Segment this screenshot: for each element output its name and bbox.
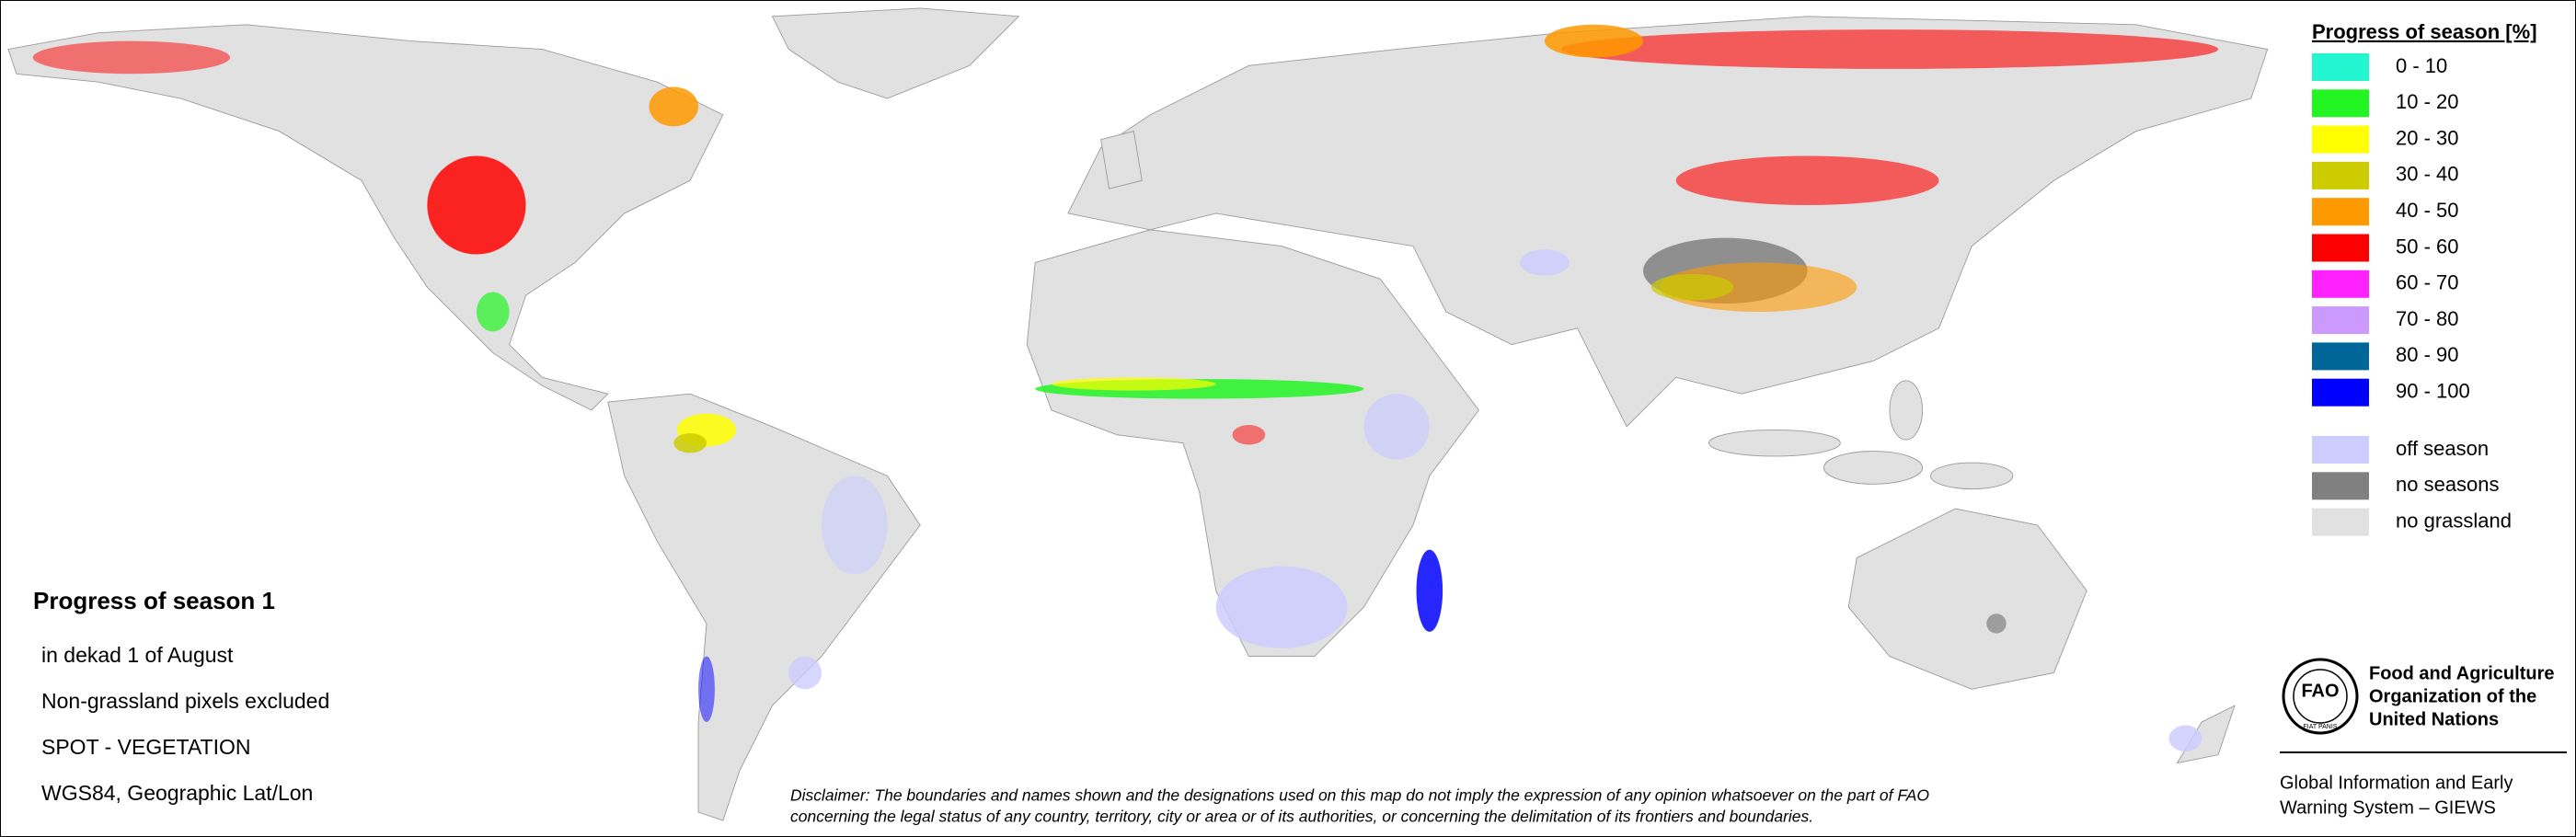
season-patch [1544,24,1643,58]
logo-ring [2282,658,2359,735]
legend-swatch [2312,436,2369,464]
landmass [1100,131,1143,189]
org-name: Food and Agriculture [2369,663,2554,683]
season-patch [1650,273,1734,301]
season-patch [1232,425,1266,445]
legend-label: 30 - 40 [2396,163,2459,186]
season-patch [1215,566,1348,648]
org-name: Organization of the [2369,686,2536,706]
disclaimer-line: Disclaimer: The boundaries and names sho… [790,786,1929,805]
info-title: Progress of season 1 [33,587,275,614]
logo-inner [2293,669,2348,724]
landmass [771,7,1020,99]
org-name: United Nations [2369,709,2499,729]
landmass [1067,16,2269,428]
fao-block: FAO FIAT PANIS Food and Agriculture Orga… [2280,658,2567,818]
legend-label: off season [2396,437,2489,460]
legend-label: 10 - 20 [2396,90,2459,113]
disclaimer-line: concerning the legal status of any count… [790,808,1813,826]
legend-label: 50 - 60 [2396,235,2459,258]
season-patch [822,476,888,575]
season-patch [427,155,526,255]
info-block: Progress of season 1 in dekad 1 of Augus… [33,587,329,805]
info-line: WGS84, Geographic Lat/Lon [41,781,313,805]
season-patch [1659,262,1857,312]
legend-label: 90 - 100 [2396,380,2470,403]
legend-swatch [2312,269,2369,298]
landmass [7,24,724,411]
legend-swatch [2312,89,2369,118]
legend-label: 70 - 80 [2396,307,2459,330]
logo-motto: FIAT PANIS [2304,724,2338,730]
legend-swatch [2312,53,2369,81]
legend-swatch [2312,198,2369,226]
legend-swatch [2312,306,2369,335]
legend-swatch [2312,125,2369,154]
system-name: Global Information and Early [2280,773,2513,793]
season-patch [673,432,707,453]
island [1889,380,1924,441]
season-patch [32,40,231,75]
season-patch [1560,29,2219,69]
legend-swatch [2312,234,2369,262]
legend-label: 40 - 50 [2396,199,2459,222]
legend: Progress of season [%] 0 - 10 10 - 20 20 -… [2312,20,2537,536]
legend-swatch [2312,472,2369,500]
legend-label: no seasons [2396,473,2500,496]
legend-label: 0 - 10 [2396,54,2447,77]
island [1708,429,1841,457]
season-patch [2168,725,2202,752]
island [1930,462,2014,490]
landmass [1847,508,2087,690]
legend-label: 20 - 30 [2396,126,2459,149]
legend-label: 80 - 90 [2396,343,2459,366]
season-patch [698,656,715,722]
disclaimer: Disclaimer: The boundaries and names sho… [790,786,1929,826]
legend-swatch [2312,508,2369,536]
info-line: SPOT - VEGETATION [41,735,250,759]
season-patch [1986,613,2007,634]
legend-swatch [2312,378,2369,407]
season-patch [1363,394,1430,460]
world-map [7,7,2269,821]
season-patch [1416,549,1443,632]
island [1823,451,1924,485]
season-patch [1675,155,1939,205]
season-patch [1520,249,1570,276]
season-patch [649,86,699,127]
season-patch [476,292,510,332]
legend-label: 60 - 70 [2396,271,2459,294]
legend-title: Progress of season [%] [2312,20,2537,43]
logo-letters: FAO [2301,681,2339,701]
season-patch [788,656,822,690]
legend-label: no grassland [2396,509,2512,532]
legend-swatch [2312,161,2369,189]
season-patch [1052,377,1216,391]
info-line: in dekad 1 of August [41,643,234,667]
legend-swatch [2312,342,2369,371]
info-line: Non-grassland pixels excluded [41,689,329,713]
system-name: Warning System – GIEWS [2280,797,2496,818]
